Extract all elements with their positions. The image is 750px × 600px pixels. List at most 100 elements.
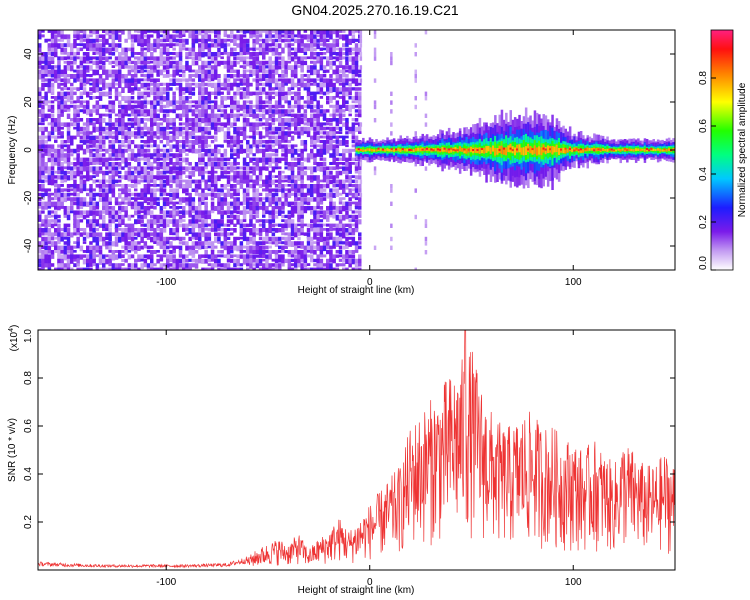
heatmap-noise-cell [194, 135, 199, 141]
heatmap-noise-cell [297, 241, 301, 246]
heatmap-noise-cell [102, 197, 106, 203]
heatmap-noise-cell [134, 157, 138, 162]
heatmap-noise-cell [338, 126, 343, 131]
heatmap-noise-cell [124, 157, 128, 164]
heatmap-noise-cell [322, 91, 327, 96]
heatmap-noise-cell [249, 241, 253, 244]
heatmap-noise-cell [249, 47, 253, 51]
heatmap-noise-cell [223, 166, 228, 172]
heatmap-noise-cell [102, 258, 106, 265]
heatmap-noise-cell [207, 232, 212, 237]
heatmap-noise-cell [38, 157, 42, 164]
heatmap-noise-cell [338, 135, 343, 139]
heatmap-noise-cell [351, 162, 356, 165]
heatmap-noise-cell [338, 201, 343, 205]
heatmap-noise-cell [271, 263, 276, 267]
heatmap-noise-cell [233, 197, 237, 203]
heatmap-noise-cell [345, 69, 349, 73]
heatmap-noise-cell [342, 153, 346, 159]
heatmap-noise-cell [153, 236, 157, 243]
heatmap-noise-cell [38, 91, 42, 97]
heatmap-noise-cell [137, 179, 141, 185]
heatmap-noise-cell [178, 157, 183, 162]
heatmap-noise-cell [223, 170, 228, 175]
heatmap-noise-cell [332, 43, 336, 48]
heatmap-noise-cell [354, 74, 359, 77]
heatmap-noise-cell [207, 254, 212, 260]
heatmap-noise-cell [290, 232, 295, 237]
heatmap-noise-cell [156, 113, 160, 120]
heatmap-noise-cell [220, 263, 224, 268]
heatmap-noise-cell [348, 109, 352, 113]
heatmap-noise-cell [268, 122, 272, 129]
heatmap-noise-cell [204, 131, 208, 135]
heatmap-noise-cell [137, 241, 141, 245]
heatmap-noise-cell [332, 254, 336, 260]
heatmap-noise-cell [140, 179, 144, 183]
heatmap-noise-cell [73, 60, 77, 65]
heatmap-noise-cell [358, 69, 362, 74]
heatmap-noise-cell [220, 166, 224, 171]
heatmap-noise-cell [242, 82, 247, 86]
heatmap-signal-cell [373, 149, 376, 152]
heatmap-noise-cell [210, 30, 215, 34]
heatmap-noise-cell [95, 184, 100, 188]
heatmap-noise-cell [182, 30, 186, 35]
heatmap-noise-cell [121, 144, 125, 148]
heatmap-noise-cell [338, 232, 343, 239]
heatmap-noise-cell [159, 52, 164, 58]
heatmap-noise-cell [249, 250, 253, 254]
heatmap-noise-cell [303, 210, 308, 214]
heatmap-noise-cell [278, 236, 282, 241]
heatmap-faint-cell [359, 157, 363, 162]
heatmap-noise-cell [169, 179, 173, 183]
heatmap-noise-cell [258, 74, 263, 80]
heatmap-noise-cell [297, 258, 301, 265]
heatmap-noise-cell [169, 188, 173, 192]
heatmap-noise-cell [89, 250, 93, 256]
heatmap-noise-cell [108, 175, 112, 180]
heatmap-noise-cell [105, 131, 109, 135]
heatmap-noise-cell [271, 179, 276, 186]
heatmap-noise-cell [60, 135, 64, 139]
chart-title: GN04.2025.270.16.19.C21 [291, 2, 459, 18]
heatmap-noise-cell [98, 245, 103, 250]
heatmap-noise-cell [178, 122, 183, 126]
heatmap-noise-cell [310, 236, 314, 242]
heatmap-signal-cell [469, 146, 473, 153]
heatmap-noise-cell [86, 201, 90, 207]
heatmap-noise-cell [41, 258, 45, 264]
heatmap-noise-cell [169, 56, 173, 60]
heatmap-noise-cell [226, 82, 231, 88]
heatmap-noise-cell [223, 157, 228, 162]
heatmap-noise-cell [185, 157, 189, 162]
heatmap-noise-cell [82, 232, 87, 236]
heatmap-noise-cell [92, 192, 96, 197]
heatmap-noise-cell [47, 144, 52, 149]
heatmap-noise-cell [204, 219, 208, 225]
heatmap-noise-cell [70, 170, 74, 177]
heatmap-noise-cell [127, 131, 132, 136]
heatmap-noise-cell [86, 170, 90, 177]
heatmap-noise-cell [274, 104, 279, 109]
heatmap-noise-cell [98, 126, 103, 132]
heatmap-noise-cell [57, 135, 61, 139]
heatmap-noise-cell [278, 267, 282, 270]
heatmap-noise-cell [105, 166, 109, 170]
heatmap-noise-cell [108, 254, 112, 260]
heatmap-noise-cell [79, 188, 84, 194]
heatmap-noise-cell [322, 254, 327, 258]
heatmap-noise-cell [89, 166, 93, 173]
heatmap-noise-cell [108, 214, 112, 219]
heatmap-noise-cell [172, 131, 176, 137]
heatmap-noise-cell [252, 170, 256, 176]
heatmap-noise-cell [54, 162, 58, 166]
heatmap-noise-cell [70, 96, 74, 100]
heatmap-noise-cell [239, 65, 244, 68]
heatmap-noise-cell [60, 30, 64, 36]
heatmap-noise-cell [284, 109, 288, 114]
heatmap-noise-cell [169, 135, 173, 142]
heatmap-noise-cell [159, 122, 164, 126]
heatmap-noise-cell [44, 223, 48, 229]
heatmap-noise-cell [249, 104, 253, 111]
